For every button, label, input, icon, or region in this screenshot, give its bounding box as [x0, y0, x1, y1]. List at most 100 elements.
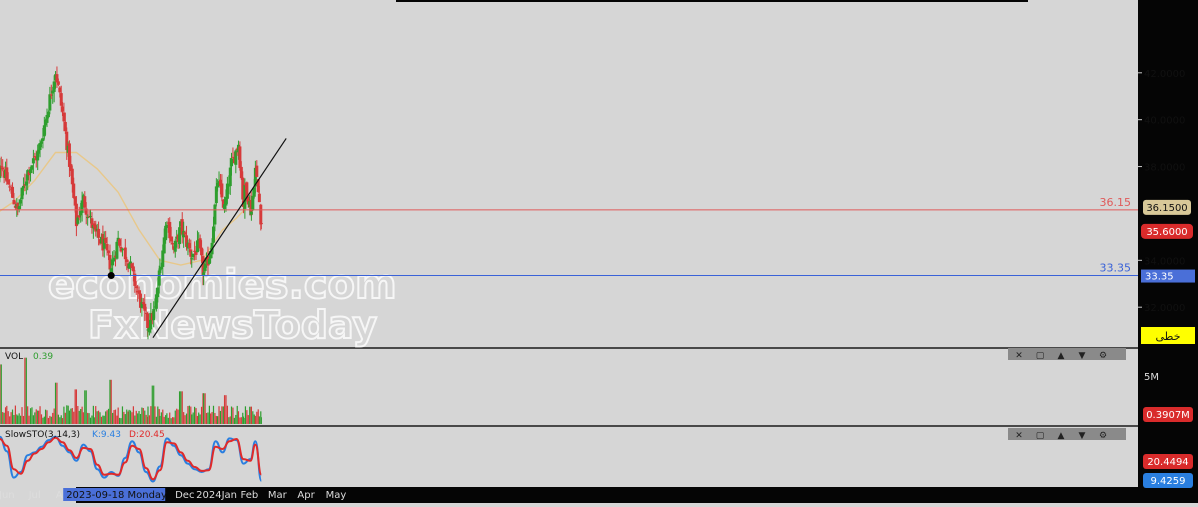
volume-bar[interactable]: [20, 416, 21, 424]
volume-bar[interactable]: [44, 417, 45, 424]
volume-bar[interactable]: [180, 391, 181, 424]
crosshair-point[interactable]: [108, 272, 115, 279]
volume-bar[interactable]: [38, 411, 39, 424]
volume-plot-area[interactable]: [0, 348, 1138, 426]
volume-bar[interactable]: [259, 416, 260, 424]
volume-bar[interactable]: [84, 390, 85, 424]
volume-bar[interactable]: [33, 415, 34, 424]
stochastic-plot-area[interactable]: [0, 426, 1138, 487]
volume-bar[interactable]: [115, 410, 116, 424]
volume-bar[interactable]: [54, 408, 55, 424]
volume-bar[interactable]: [6, 406, 7, 424]
volume-bar[interactable]: [203, 393, 204, 424]
up-icon[interactable]: ▲: [1058, 351, 1065, 361]
volume-bar[interactable]: [223, 406, 224, 424]
volume-bar[interactable]: [119, 418, 120, 424]
volume-bar[interactable]: [249, 407, 250, 424]
volume-bar[interactable]: [144, 411, 145, 424]
volume-bar[interactable]: [69, 411, 70, 424]
volume-bar[interactable]: [207, 412, 208, 424]
volume-bar[interactable]: [183, 412, 184, 424]
volume-bar[interactable]: [19, 413, 20, 424]
volume-bar[interactable]: [87, 413, 88, 424]
volume-bar[interactable]: [73, 412, 74, 424]
volume-bar[interactable]: [176, 409, 177, 424]
volume-bar[interactable]: [256, 412, 257, 424]
volume-bar[interactable]: [182, 391, 183, 424]
volume-bar[interactable]: [211, 412, 212, 424]
volume-bar[interactable]: [1, 364, 2, 424]
volume-bar[interactable]: [146, 415, 147, 424]
volume-bar[interactable]: [26, 358, 27, 424]
volume-bar[interactable]: [195, 408, 196, 424]
volume-bar[interactable]: [209, 406, 210, 424]
close-icon[interactable]: ✕: [1015, 351, 1023, 361]
volume-bar[interactable]: [62, 418, 63, 424]
close-icon[interactable]: ✕: [1015, 431, 1023, 441]
volume-bar[interactable]: [45, 410, 46, 424]
volume-bar[interactable]: [83, 412, 84, 424]
volume-bar[interactable]: [239, 417, 240, 424]
volume-bar[interactable]: [29, 416, 30, 424]
volume-bar[interactable]: [12, 410, 13, 424]
volume-bar[interactable]: [201, 407, 202, 424]
volume-bar[interactable]: [206, 413, 207, 424]
candle[interactable]: [115, 240, 118, 259]
volume-bar[interactable]: [13, 415, 14, 424]
volume-bar[interactable]: [72, 408, 73, 424]
time-axis[interactable]: [0, 487, 1138, 503]
volume-bar[interactable]: [90, 418, 91, 424]
volume-bar[interactable]: [4, 413, 5, 424]
volume-bar[interactable]: [97, 411, 98, 424]
volume-bar[interactable]: [258, 409, 259, 424]
volume-bar[interactable]: [168, 418, 169, 424]
volume-bar[interactable]: [152, 386, 153, 424]
volume-bar[interactable]: [15, 406, 16, 424]
yellow-badge[interactable]: خطى: [1141, 327, 1195, 344]
volume-bar[interactable]: [61, 415, 62, 424]
volume-bar[interactable]: [141, 408, 142, 424]
volume-bar[interactable]: [56, 383, 57, 424]
volume-bar[interactable]: [232, 408, 233, 424]
volume-bar[interactable]: [157, 407, 158, 424]
volume-bar[interactable]: [178, 410, 179, 424]
volume-bar[interactable]: [86, 390, 87, 424]
volume-bar[interactable]: [162, 410, 163, 424]
volume-bar[interactable]: [79, 411, 80, 424]
volume-bar[interactable]: [179, 391, 180, 424]
volume-bar[interactable]: [254, 414, 255, 424]
volume-bar[interactable]: [136, 411, 137, 424]
volume-bar[interactable]: [126, 410, 127, 424]
volume-bar[interactable]: [91, 416, 92, 424]
volume-bar[interactable]: [48, 418, 49, 424]
volume-bar[interactable]: [42, 418, 43, 424]
volume-bar[interactable]: [2, 412, 3, 424]
volume-bar[interactable]: [66, 405, 67, 424]
volume-bar[interactable]: [165, 415, 166, 424]
volume-bar[interactable]: [24, 358, 25, 424]
volume-bar[interactable]: [200, 414, 201, 424]
volume-bar[interactable]: [109, 380, 110, 424]
volume-bar[interactable]: [65, 413, 66, 424]
volume-bar[interactable]: [138, 411, 139, 424]
volume-bar[interactable]: [17, 416, 18, 424]
volume-bar[interactable]: [9, 416, 10, 424]
volume-bar[interactable]: [88, 413, 89, 424]
volume-bar[interactable]: [243, 417, 244, 424]
volume-bar[interactable]: [153, 386, 154, 424]
volume-bar[interactable]: [251, 407, 252, 424]
volume-bar[interactable]: [234, 418, 235, 424]
volume-bar[interactable]: [161, 412, 162, 424]
volume-bar[interactable]: [137, 413, 138, 424]
volume-bar[interactable]: [131, 412, 132, 424]
volume-bar[interactable]: [194, 407, 195, 424]
volume-bar[interactable]: [149, 415, 150, 424]
volume-bar[interactable]: [133, 406, 134, 424]
volume-bar[interactable]: [108, 409, 109, 424]
volume-bar[interactable]: [220, 411, 221, 424]
volume-bar[interactable]: [76, 389, 77, 424]
volume-bar[interactable]: [175, 411, 176, 424]
volume-bar[interactable]: [30, 408, 31, 424]
volume-bar[interactable]: [241, 417, 242, 424]
